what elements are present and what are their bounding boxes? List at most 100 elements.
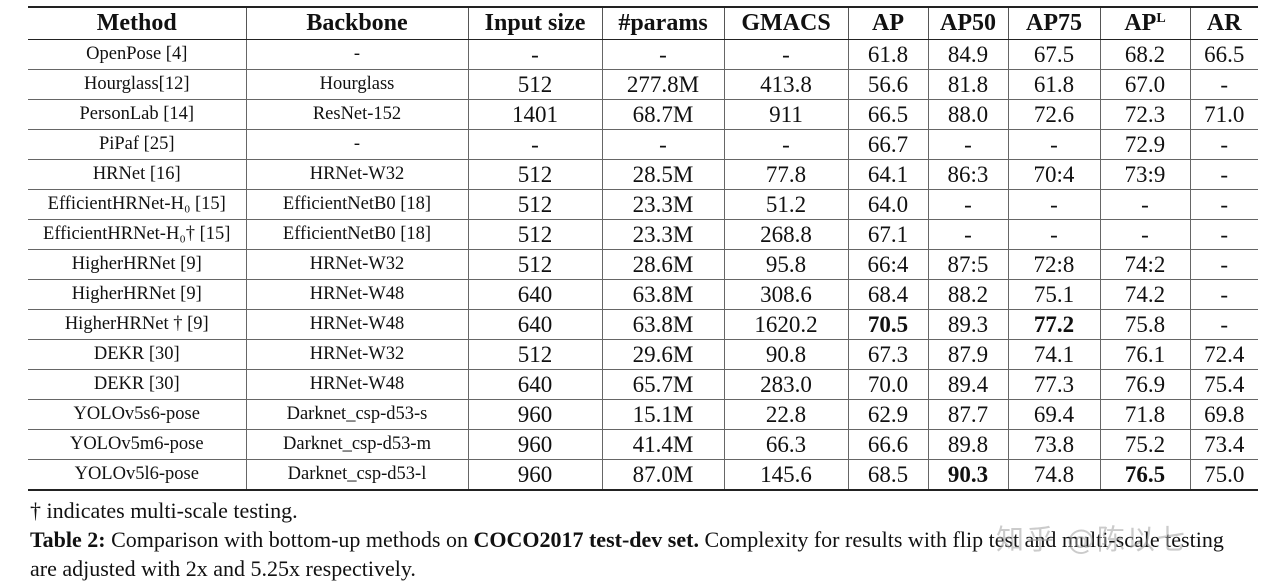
cell-ap-large: 76.1 <box>1099 339 1190 370</box>
cell-method: OpenPose [4] <box>28 39 246 70</box>
cell-ar: 71.0 <box>1189 99 1258 130</box>
cell-ap75: 77.3 <box>1007 369 1100 400</box>
cell-params: 28.5M <box>601 159 724 190</box>
watermark: 知乎 @陈以七 <box>996 523 1187 556</box>
cell-ap: 67.1 <box>847 219 928 250</box>
table-row: YOLOv5s6-pose Darknet_csp-d53-s 960 15.1M 22… <box>28 399 1258 430</box>
cell-ap75: 73.8 <box>1007 429 1100 460</box>
cell-gmacs: 308.6 <box>723 279 848 310</box>
cell-input-size: 512 <box>467 69 602 100</box>
table-row: PersonLab [14] ResNet-152 1401 68.7M 911 66.5… <box>28 99 1258 130</box>
cell-gmacs: - <box>723 39 848 70</box>
cell-input-size: 512 <box>467 219 602 250</box>
cell-ap: 66.6 <box>847 429 928 460</box>
cell-backbone: HRNet-W32 <box>245 339 468 370</box>
cell-backbone: - <box>245 129 468 160</box>
cell-ar: 75.0 <box>1189 459 1258 491</box>
cell-ar: 66.5 <box>1189 39 1258 70</box>
cell-method: PiPaf [25] <box>28 129 246 160</box>
cell-gmacs: 90.8 <box>723 339 848 370</box>
cell-params: 65.7M <box>601 369 724 400</box>
cell-ar: - <box>1189 279 1258 310</box>
cell-input-size: 512 <box>467 249 602 280</box>
cell-ar: - <box>1189 129 1258 160</box>
cell-method: Hourglass[12] <box>28 69 246 100</box>
cell-gmacs: 911 <box>723 99 848 130</box>
table-row: DEKR [30] HRNet-W32 512 29.6M 90.8 67.3 87.9 74… <box>28 339 1258 370</box>
cell-ap50: 87:5 <box>927 249 1008 280</box>
cell-ap: 66.7 <box>847 129 928 160</box>
cell-params: 15.1M <box>601 399 724 430</box>
cell-params: 68.7M <box>601 99 724 130</box>
caption-text-before: Comparison with bottom-up methods on <box>105 527 474 552</box>
cell-ap-large: 74.2 <box>1099 279 1190 310</box>
cell-method: EfficientHRNet-H₀ [15] <box>28 189 246 220</box>
cell-ap-large: 75.8 <box>1099 309 1190 340</box>
cell-method: HigherHRNet [9] <box>28 279 246 310</box>
table-row: EfficientHRNet-H₀† [15] EfficientNetB0 [1… <box>28 219 1258 250</box>
cell-ap-large: 72.3 <box>1099 99 1190 130</box>
table-row: HRNet [16] HRNet-W32 512 28.5M 77.8 64.1 86:3 7… <box>28 159 1258 190</box>
table-row: OpenPose [4] - - - -61.8 84.9 67.5 68.2 66.5 <box>28 39 1258 70</box>
cell-ap50: - <box>927 129 1008 160</box>
cell-ap75: 70:4 <box>1007 159 1100 190</box>
cell-ap-large: - <box>1099 219 1190 250</box>
cell-ap50: 87.9 <box>927 339 1008 370</box>
cell-backbone: Darknet_csp-d53-s <box>245 399 468 430</box>
cell-ar: - <box>1189 309 1258 340</box>
cell-input-size: 960 <box>467 399 602 430</box>
cell-ap: 61.8 <box>847 39 928 70</box>
cell-params: 41.4M <box>601 429 724 460</box>
cell-ar: - <box>1189 249 1258 280</box>
cell-params: - <box>601 129 724 160</box>
cell-params: - <box>601 39 724 70</box>
cell-ap75: - <box>1007 129 1100 160</box>
caption-footnote: † indicates multi-scale testing. <box>30 498 298 523</box>
cell-ap-large: 76.5 <box>1099 459 1190 491</box>
cell-ap50: 86:3 <box>927 159 1008 190</box>
header-input-size: Input size <box>467 6 602 40</box>
cell-method: DEKR [30] <box>28 339 246 370</box>
cell-ap75: 69.4 <box>1007 399 1100 430</box>
cell-gmacs: 413.8 <box>723 69 848 100</box>
cell-gmacs: 22.8 <box>723 399 848 430</box>
cell-backbone: - <box>245 39 468 70</box>
header-params: #params <box>601 6 724 40</box>
table-row: PiPaf [25] - - - -66.7- -72.9- <box>28 129 1258 160</box>
cell-ap50: 89.4 <box>927 369 1008 400</box>
results-table: Method Backbone Input size #params GMACS… <box>28 6 1258 491</box>
table-row: HigherHRNet [9] HRNet-W32 512 28.6M 95.8 66:4… <box>28 249 1258 280</box>
cell-ap75: 77.2 <box>1007 309 1100 340</box>
cell-ar: 72.4 <box>1189 339 1258 370</box>
cell-backbone: EfficientNetB0 [18] <box>245 189 468 220</box>
cell-ap50: 81.8 <box>927 69 1008 100</box>
cell-gmacs: 268.8 <box>723 219 848 250</box>
cell-ap: 67.3 <box>847 339 928 370</box>
cell-ap75: 67.5 <box>1007 39 1100 70</box>
cell-ap-large: 68.2 <box>1099 39 1190 70</box>
cell-ap50: 84.9 <box>927 39 1008 70</box>
cell-input-size: 1401 <box>467 99 602 130</box>
cell-ap75: - <box>1007 189 1100 220</box>
cell-input-size: 512 <box>467 159 602 190</box>
cell-params: 28.6M <box>601 249 724 280</box>
table-row: DEKR [30] HRNet-W48 640 65.7M 283.0 70.0 89.4 7… <box>28 369 1258 400</box>
cell-gmacs: 145.6 <box>723 459 848 491</box>
cell-input-size: - <box>467 129 602 160</box>
cell-method: YOLOv5m6-pose <box>28 429 246 460</box>
cell-input-size: - <box>467 39 602 70</box>
cell-ap50: 88.2 <box>927 279 1008 310</box>
caption-main: Table 2: Comparison with bottom-up metho… <box>30 525 1240 583</box>
cell-ap75: - <box>1007 219 1100 250</box>
cell-ar: - <box>1189 159 1258 190</box>
cell-backbone: HRNet-W32 <box>245 159 468 190</box>
table-row: HigherHRNet † [9] HRNet-W48 640 63.8M 1620.2… <box>28 309 1258 340</box>
header-ap75: AP75 <box>1007 6 1100 40</box>
cell-ar: - <box>1189 69 1258 100</box>
cell-ap75: 74.1 <box>1007 339 1100 370</box>
cell-gmacs: 77.8 <box>723 159 848 190</box>
cell-ap: 66:4 <box>847 249 928 280</box>
header-method: Method <box>28 6 246 40</box>
cell-backbone: HRNet-W48 <box>245 279 468 310</box>
table-row: Hourglass[12] Hourglass 512 277.8M 413.8 56.6… <box>28 69 1258 100</box>
